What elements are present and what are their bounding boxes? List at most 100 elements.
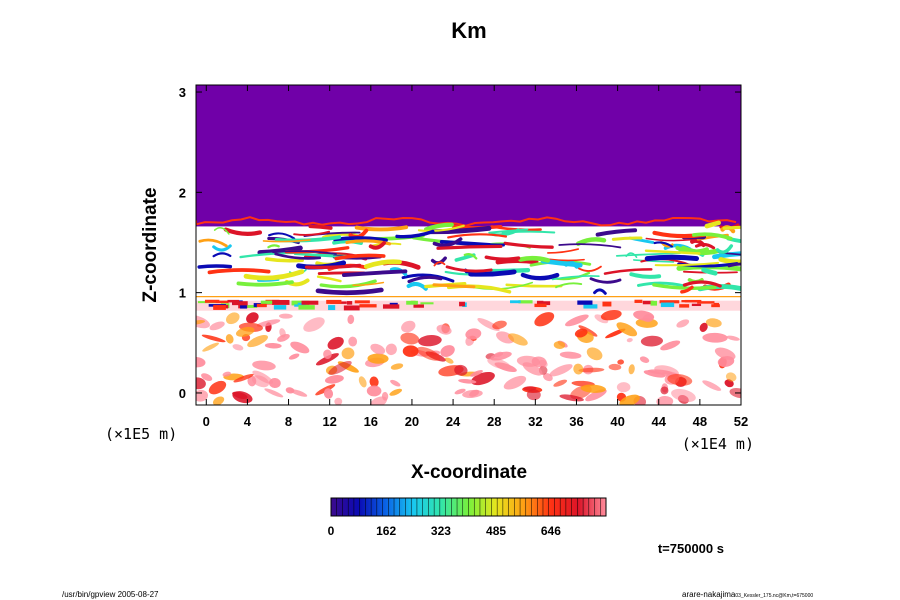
band-streak <box>503 241 554 249</box>
band-streak <box>432 237 463 248</box>
band-streak <box>447 233 508 239</box>
lower-blob <box>341 347 355 360</box>
band-streak <box>593 288 607 295</box>
lower-blob <box>226 312 240 325</box>
lower-blob <box>390 363 404 370</box>
lower-blob <box>209 321 225 331</box>
plot-frame <box>195 84 742 406</box>
lower-blob <box>526 389 541 401</box>
lower-blob <box>543 373 553 382</box>
lower-blob <box>626 337 633 343</box>
lower-blob <box>212 396 225 405</box>
thin-layer-cell <box>413 304 424 308</box>
thin-layer-cell <box>534 303 547 308</box>
region-upper-uniform <box>196 85 741 227</box>
band-streak <box>363 259 402 269</box>
lower-blob <box>440 345 455 357</box>
lower-blob <box>323 349 332 360</box>
lower-blob <box>639 356 650 363</box>
band-streak <box>636 281 687 288</box>
band-streak <box>712 251 741 260</box>
lower-blob <box>522 362 543 376</box>
band-streak <box>423 222 454 232</box>
x-tick-label: 48 <box>693 414 707 429</box>
thin-layer-cell <box>459 301 465 307</box>
lower-blob <box>290 341 310 354</box>
lower-blob <box>247 335 268 348</box>
thin-layer-cell <box>518 300 533 304</box>
band-streak <box>547 248 580 254</box>
thin-layer-cell <box>301 300 319 305</box>
band-streak <box>197 264 233 269</box>
thin-layer-cell <box>215 300 229 304</box>
x-unit-label: (×1E4 m) <box>682 435 754 453</box>
lower-blob <box>580 384 606 393</box>
band-streak <box>629 272 662 279</box>
lower-blob <box>616 382 631 393</box>
x-tick-label: 12 <box>322 414 336 429</box>
thin-layer-cell <box>536 300 544 305</box>
band-streak <box>575 237 607 246</box>
lower-blob <box>444 357 454 364</box>
lower-blob <box>640 335 664 347</box>
x-tick-label: 24 <box>446 414 461 429</box>
colorbar-frame <box>330 497 607 517</box>
band-streak <box>653 241 674 248</box>
band-streak <box>334 253 386 261</box>
lower-blob <box>327 336 344 350</box>
lower-blob <box>268 378 281 389</box>
band-streak <box>257 278 280 282</box>
band-streak <box>654 261 720 267</box>
thin-layer-cell <box>634 299 643 303</box>
lower-blob <box>559 351 582 359</box>
lower-blob <box>279 328 286 338</box>
lower-blob <box>600 310 622 321</box>
lower-blob <box>370 343 386 355</box>
lower-blob <box>416 346 441 361</box>
thin-layer <box>196 300 741 311</box>
colorbar-tick-label: 646 <box>541 524 561 538</box>
band-streak <box>495 258 539 265</box>
lower-blob <box>366 385 382 397</box>
lower-blob <box>660 340 681 351</box>
thin-layer-cell <box>583 304 598 309</box>
band-streak <box>577 265 602 272</box>
thin-layer-cell <box>256 303 267 308</box>
x-tick-label: 28 <box>487 414 501 429</box>
lower-blob <box>390 379 401 387</box>
band-streak <box>455 241 505 247</box>
lower-blob <box>578 367 605 373</box>
x-tick-label: 36 <box>569 414 583 429</box>
band-streak <box>704 220 721 229</box>
thin-layer-cell <box>691 303 702 307</box>
thin-layer-cell <box>240 305 247 309</box>
lower-blob <box>465 328 482 340</box>
lower-blob <box>256 319 281 327</box>
lower-blob <box>487 357 511 370</box>
band-streak <box>445 265 493 273</box>
lower-blob <box>264 388 284 398</box>
lower-blob <box>454 388 466 395</box>
colorbar-tick-label: 485 <box>486 524 506 538</box>
lower-blob <box>605 328 626 339</box>
thin-layer-cell <box>273 305 287 310</box>
band-streak <box>548 258 585 262</box>
thin-layer-cell <box>294 302 306 307</box>
lower-blob <box>264 342 282 349</box>
thin-layer-cell <box>227 299 240 303</box>
band-streak <box>432 283 476 289</box>
thin-layer-cell <box>681 300 699 303</box>
lower-blob <box>628 364 635 375</box>
thin-layer-cell <box>260 300 273 304</box>
thin-layer-cell <box>346 301 353 305</box>
lower-blob <box>278 313 293 319</box>
lower-blob <box>667 374 693 386</box>
band-streak <box>551 275 600 281</box>
band-streak <box>690 238 706 248</box>
lower-blob <box>726 335 740 341</box>
lower-blob <box>458 378 477 384</box>
thin-layer-cell <box>272 299 290 305</box>
band-streak <box>726 236 741 244</box>
band-streak <box>319 279 377 289</box>
lower-blob <box>303 317 325 332</box>
